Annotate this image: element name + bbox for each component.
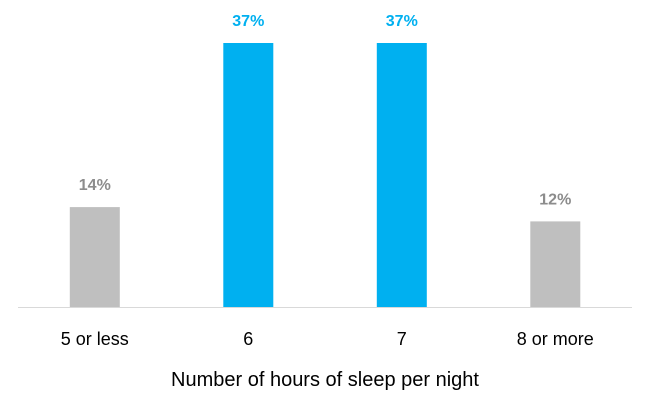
x-tick-labels-group: 5 or less 6 7 8 or more: [61, 329, 594, 349]
bar-1: [223, 43, 274, 307]
bar-3: [530, 221, 581, 307]
value-labels-group: 14% 37% 37% 12%: [79, 13, 572, 208]
bars-group: [69, 43, 581, 307]
x-tick-label-0: 5 or less: [61, 329, 129, 349]
value-label-2: 37%: [386, 13, 418, 30]
value-label-3: 12%: [539, 191, 571, 208]
bar-2: [376, 43, 427, 307]
bar-0: [69, 207, 120, 307]
x-tick-label-3: 8 or more: [517, 329, 594, 349]
x-tick-label-2: 7: [397, 329, 407, 349]
value-label-1: 37%: [232, 13, 264, 30]
x-axis-title: Number of hours of sleep per night: [171, 369, 479, 391]
value-label-0: 14%: [79, 177, 111, 194]
x-tick-label-1: 6: [243, 329, 253, 349]
